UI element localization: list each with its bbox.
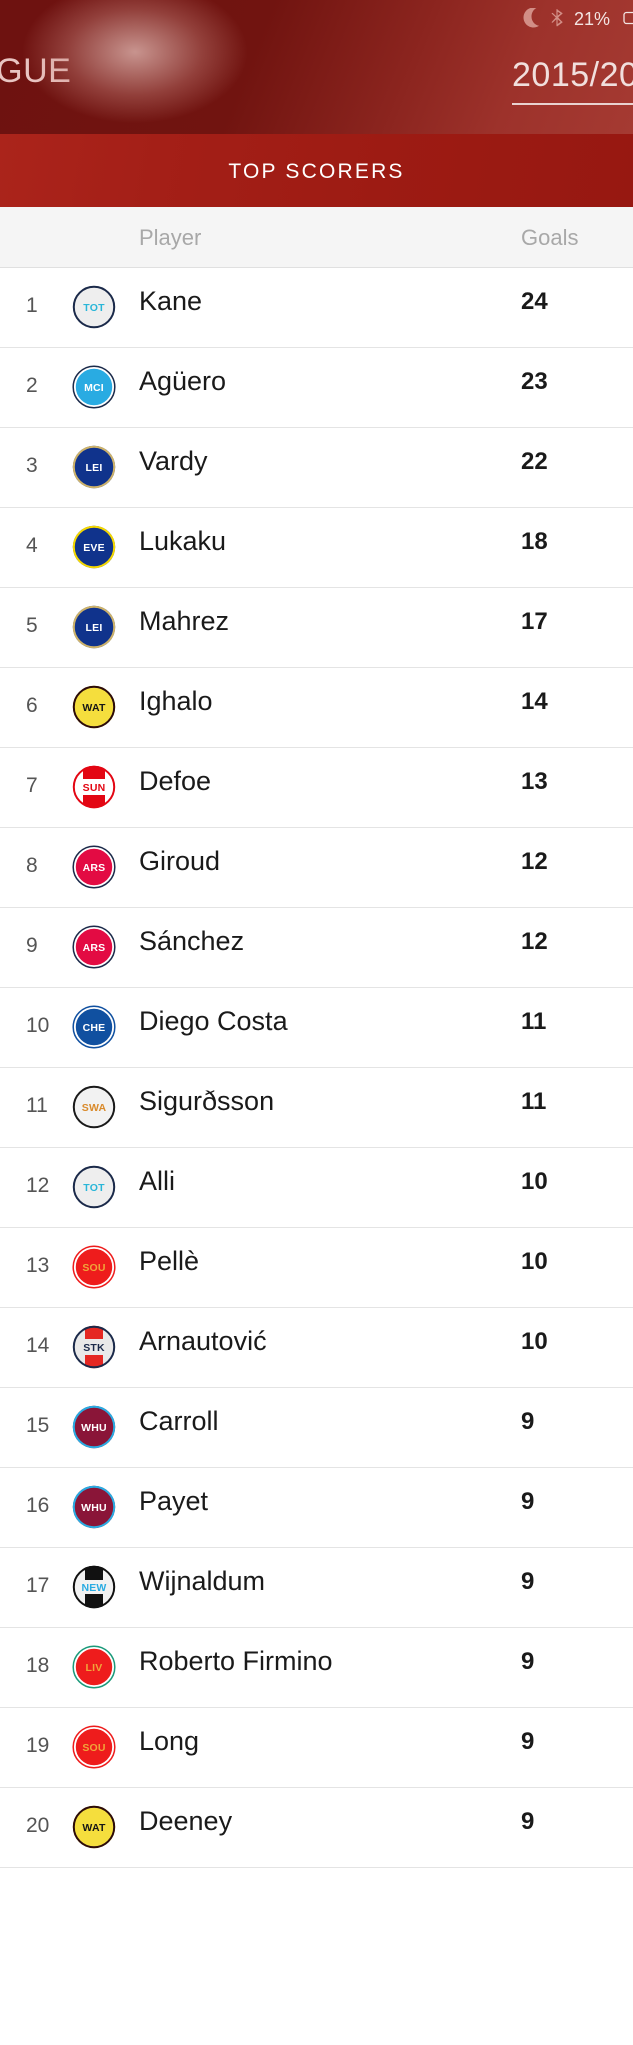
svg-text:ARS: ARS <box>83 942 106 954</box>
svg-text:WAT: WAT <box>82 1822 106 1834</box>
svg-text:MCI: MCI <box>84 382 104 394</box>
svg-text:LIV: LIV <box>86 1662 103 1674</box>
svg-text:LEI: LEI <box>86 462 103 474</box>
svg-text:LEI: LEI <box>86 622 103 634</box>
svg-text:WHU: WHU <box>81 1502 107 1514</box>
svg-text:EVE: EVE <box>83 542 105 554</box>
svg-text:STK: STK <box>83 1342 105 1354</box>
svg-text:SWA: SWA <box>82 1102 107 1114</box>
svg-text:TOT: TOT <box>83 302 105 314</box>
svg-text:SOU: SOU <box>82 1262 105 1274</box>
svg-text:SUN: SUN <box>83 782 106 794</box>
svg-text:WAT: WAT <box>82 702 106 714</box>
svg-text:SOU: SOU <box>82 1742 105 1754</box>
svg-text:CHE: CHE <box>83 1022 106 1034</box>
svg-text:NEW: NEW <box>81 1582 106 1594</box>
svg-text:TOT: TOT <box>83 1182 105 1194</box>
svg-text:ARS: ARS <box>83 862 106 874</box>
svg-text:WHU: WHU <box>81 1422 107 1434</box>
svg-text:21%: 21% <box>574 9 610 28</box>
